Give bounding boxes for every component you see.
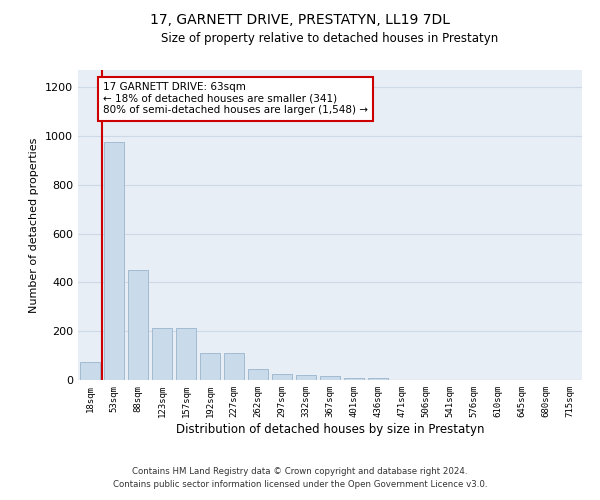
Bar <box>368 378 388 380</box>
Bar <box>320 376 340 380</box>
Text: 17, GARNETT DRIVE, PRESTATYN, LL19 7DL: 17, GARNETT DRIVE, PRESTATYN, LL19 7DL <box>150 12 450 26</box>
Bar <box>128 270 148 380</box>
Bar <box>272 374 292 380</box>
Text: Contains HM Land Registry data © Crown copyright and database right 2024.
Contai: Contains HM Land Registry data © Crown c… <box>113 468 487 489</box>
Bar <box>152 328 172 380</box>
Bar <box>104 142 124 380</box>
Bar <box>296 375 316 380</box>
X-axis label: Distribution of detached houses by size in Prestatyn: Distribution of detached houses by size … <box>176 422 484 436</box>
Bar <box>224 353 244 380</box>
Y-axis label: Number of detached properties: Number of detached properties <box>29 138 40 312</box>
Bar <box>344 378 364 380</box>
Text: 17 GARNETT DRIVE: 63sqm
← 18% of detached houses are smaller (341)
80% of semi-d: 17 GARNETT DRIVE: 63sqm ← 18% of detache… <box>103 82 368 116</box>
Bar <box>80 362 100 380</box>
Bar <box>200 353 220 380</box>
Title: Size of property relative to detached houses in Prestatyn: Size of property relative to detached ho… <box>161 32 499 45</box>
Bar <box>176 328 196 380</box>
Bar <box>248 369 268 380</box>
